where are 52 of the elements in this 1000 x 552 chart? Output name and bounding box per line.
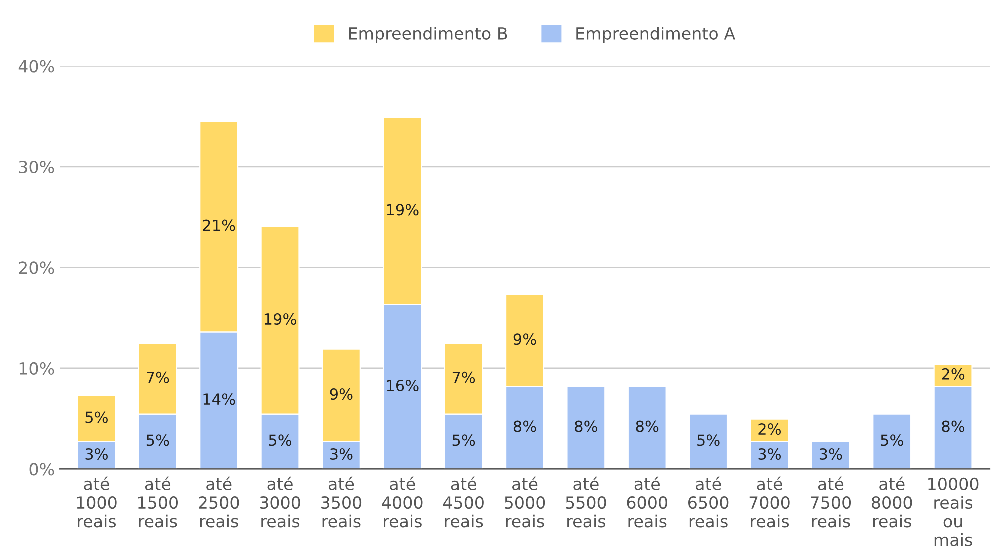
bar <box>689 414 728 470</box>
data-label: 8% <box>575 420 598 432</box>
x-tick-label: até 5500 reais <box>566 476 606 528</box>
bar <box>566 386 606 470</box>
y-tick-label: 20% <box>19 262 54 274</box>
data-label: 19% <box>387 204 419 216</box>
data-label: 21% <box>203 220 236 232</box>
data-label: 3% <box>820 448 842 460</box>
x-tick-label: até 5000 reais <box>505 476 546 528</box>
y-tick-label: 0% <box>30 463 54 476</box>
x-tick-label: até 2500 reais <box>199 476 240 528</box>
x-tick-label: até 3500 reais <box>322 476 362 528</box>
data-label: 8% <box>942 420 965 432</box>
data-label: 5% <box>86 412 108 424</box>
data-label: 2% <box>942 368 965 380</box>
bar <box>628 386 667 470</box>
data-label: 8% <box>636 420 659 432</box>
legend-label: Empreendimento A <box>576 27 736 44</box>
data-label: 3% <box>758 448 782 460</box>
data-label: 19% <box>264 313 296 326</box>
x-tick-label: até 7000 reais <box>750 476 790 528</box>
y-tick-label: 40% <box>18 60 54 73</box>
data-label: 9% <box>514 334 536 346</box>
data-label: 14% <box>204 394 236 406</box>
data-label: 7% <box>452 372 476 384</box>
data-label: 2% <box>758 424 782 436</box>
y-tick-label: 30% <box>19 160 54 174</box>
data-label: 5% <box>269 434 292 446</box>
x-tick-label: até 1500 reais <box>138 476 178 528</box>
data-label: 8% <box>514 420 536 432</box>
x-tick-label: até 6000 reais <box>627 476 668 528</box>
bar <box>872 414 912 470</box>
x-tick-label: até 6500 reais <box>688 476 729 528</box>
x-tick-label: até 7500 reais <box>811 476 852 528</box>
data-label: 3% <box>86 448 108 460</box>
x-tick-label: 10000 reais ou mais <box>928 478 979 546</box>
x-tick-label: até 8000 reais <box>872 476 912 528</box>
data-label: 5% <box>698 434 720 446</box>
y-tick-label: 10% <box>20 362 54 376</box>
data-label: 9% <box>330 388 353 400</box>
data-label: 5% <box>452 434 476 446</box>
x-tick-label: até 4000 reais <box>382 476 423 528</box>
data-label: 5% <box>146 434 170 446</box>
data-label: 5% <box>881 434 904 446</box>
data-label: 3% <box>330 448 353 460</box>
x-tick-label: até 1000 reais <box>77 476 117 528</box>
bar <box>811 441 850 470</box>
x-tick-label: até 3000 reais <box>260 476 300 528</box>
data-label: 16% <box>387 380 419 392</box>
legend-label: Empreendimento B <box>349 27 508 44</box>
data-label: 7% <box>147 372 170 384</box>
x-tick-label: até 4500 reais <box>443 476 484 528</box>
